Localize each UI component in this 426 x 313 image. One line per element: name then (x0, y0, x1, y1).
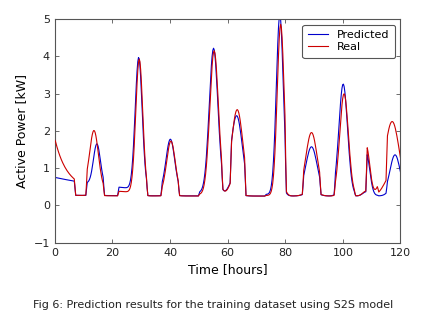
Predicted (277, 13, 282, 17)
Predicted (198, 189, 203, 193)
Predicted (262, 194, 268, 198)
X-axis label: Time [hours]: Time [hours] (188, 263, 268, 276)
Real (308, 132, 313, 136)
Real (246, 194, 251, 198)
Real (398, 156, 403, 159)
Real (278, 23, 283, 26)
Predicted (52, 176, 58, 179)
Predicted (398, 170, 403, 174)
Predicted (368, 171, 373, 175)
Y-axis label: Active Power [kW]: Active Power [kW] (15, 74, 28, 188)
Predicted (160, 180, 165, 183)
Predicted (263, 193, 268, 197)
Legend: Predicted, Real: Predicted, Real (302, 24, 395, 58)
Line: Predicted: Predicted (55, 15, 400, 196)
Line: Real: Real (55, 24, 400, 196)
Predicted (308, 146, 313, 150)
Real (160, 184, 165, 188)
Real (262, 194, 268, 198)
Predicted (246, 194, 251, 198)
Real (368, 167, 373, 170)
Real (52, 138, 58, 142)
Real (263, 194, 268, 198)
Text: Fig 6: Prediction results for the training dataset using S2S model: Fig 6: Prediction results for the traini… (33, 300, 393, 310)
Real (198, 192, 203, 195)
